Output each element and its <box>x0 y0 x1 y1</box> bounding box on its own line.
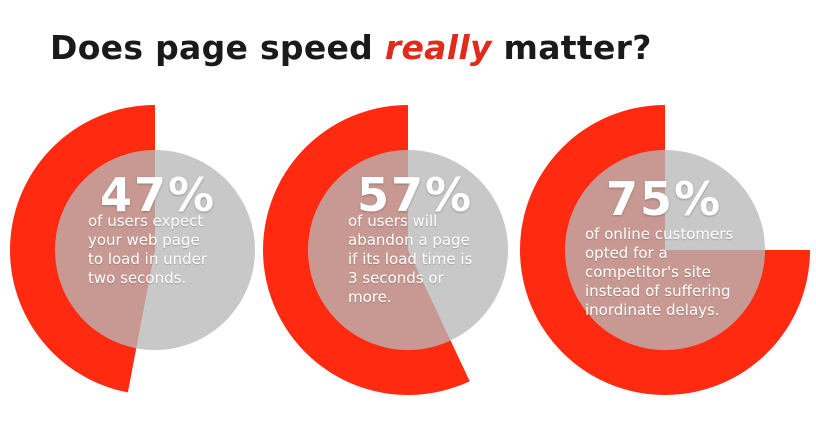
stat-3-value: 75% <box>606 172 723 226</box>
title-emphasis: really <box>384 28 492 67</box>
stat-1-description: of users expect your web page to load in… <box>88 212 208 287</box>
page-title: Does page speed really matter? <box>50 28 652 67</box>
title-text-before: Does page speed <box>50 28 385 67</box>
stat-2-value: 57% <box>357 168 474 222</box>
stat-1-overlay-circle <box>55 150 255 350</box>
stat-3-description: of online customers opted for a competit… <box>585 225 734 319</box>
stat-2-description: of users will abandon a page if its load… <box>348 212 473 306</box>
title-text-after: matter? <box>491 28 652 67</box>
stat-2-overlay-circle <box>308 150 508 350</box>
stat-1-value: 47% <box>100 168 217 222</box>
stat-3-overlay-circle <box>565 150 765 350</box>
